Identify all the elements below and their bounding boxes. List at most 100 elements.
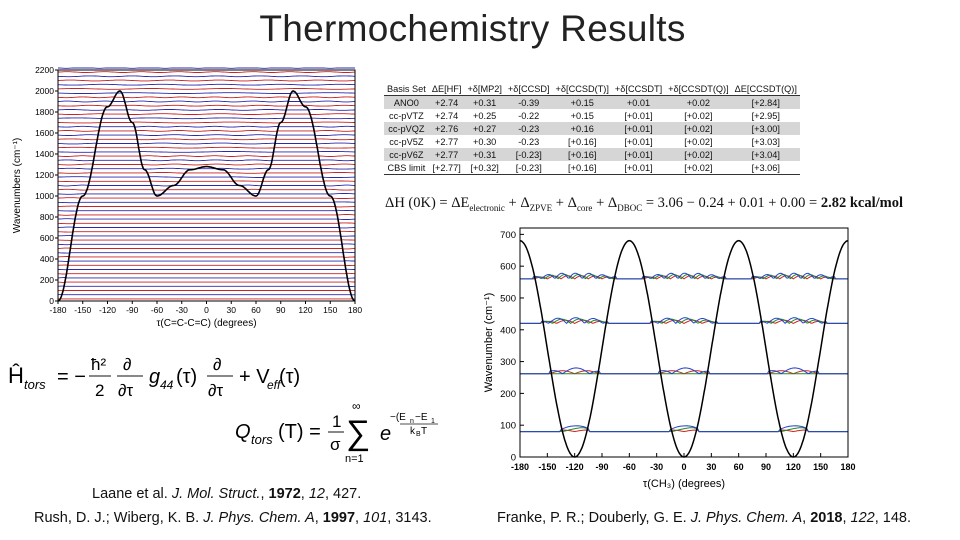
- table-header-cell: ΔE[CCSDT(Q)]: [731, 82, 800, 96]
- value-cell: [+3.03]: [751, 136, 780, 147]
- q-symbol: Q: [235, 421, 251, 443]
- energy-level-line: [57, 230, 356, 233]
- y-tick-label: 600: [40, 233, 54, 243]
- value-cell: +0.27: [464, 122, 505, 135]
- level-wavefunction: [520, 272, 848, 280]
- ref-year: 2018: [810, 510, 843, 526]
- value-cell: [+0.01]: [624, 110, 653, 121]
- g-sub: 44: [160, 378, 174, 392]
- value-cell: -0.23: [504, 122, 553, 135]
- value-cell: +0.16: [552, 122, 612, 135]
- g-arg: (τ): [176, 366, 197, 388]
- table-header-cell: ΔE[HF]: [428, 82, 465, 96]
- ref-page: , 3143.: [387, 510, 432, 526]
- y-axis-label: Wavenumbers (cm⁻¹): [12, 138, 23, 233]
- value-cell: [+0.01]: [611, 122, 666, 135]
- reference-rush: Rush, D. J.; Wiberg, K. B. J. Phys. Chem…: [34, 510, 432, 526]
- x-tick-label: -60: [151, 305, 164, 315]
- sum-bottom: n=1: [345, 453, 364, 465]
- eq-sub-zpve: ZPVE: [529, 202, 553, 213]
- y-tick-label: 2200: [35, 66, 54, 75]
- value-cell: +0.25: [473, 110, 497, 121]
- x-tick-label: 60: [734, 462, 744, 472]
- value-cell: [+3.06]: [731, 161, 800, 175]
- energy-level-line: [57, 260, 356, 262]
- table-header-cell: +δ[MP2]: [464, 82, 505, 96]
- x-tick-label: 120: [786, 462, 801, 472]
- y-tick-label: 1200: [35, 170, 54, 180]
- table-header-cell: +δ[CCSD(T)]: [552, 82, 612, 96]
- enthalpy-equation: ΔH (0K) = ΔEelectronic + ΔZPVE + Δcore +…: [385, 195, 903, 213]
- y-tick-label: 200: [40, 275, 54, 285]
- energy-level-line: [57, 222, 356, 225]
- energy-level-line: [57, 71, 356, 73]
- ref-authors: Laane et al.: [92, 486, 172, 502]
- energy-level-line: [57, 125, 356, 128]
- one: 1: [332, 412, 341, 431]
- table-header-cell: +δ[CCSD]: [504, 82, 553, 96]
- potential-curve: [57, 90, 356, 302]
- basis-set-cell: cc-pVQZ: [384, 122, 429, 135]
- ref-page: , 148.: [874, 510, 912, 526]
- energy-level-line: [58, 239, 355, 241]
- energy-level-line: [57, 163, 356, 166]
- value-cell: [-0.23]: [504, 161, 553, 175]
- partial-den-2: ∂τ: [208, 381, 223, 400]
- exp-k: k: [410, 426, 416, 437]
- sum-symbol: ∑: [346, 414, 370, 452]
- energy-level-line: [58, 209, 355, 212]
- left-torsion-chart: 0200400600800100012001400160018002000220…: [12, 66, 362, 329]
- ref-volume: 122: [850, 510, 875, 526]
- level-wavefunction: [520, 317, 848, 324]
- table-header-cell: +δ[CCSDT]: [611, 82, 666, 96]
- x-axis-label: τ(C=C-C=C) (degrees): [156, 318, 256, 329]
- ref-volume: 12: [308, 486, 325, 502]
- y-tick-label: 600: [500, 262, 516, 273]
- value-cell: [+2.95]: [751, 110, 780, 121]
- partial-den: ∂τ: [118, 381, 133, 400]
- energy-level-line: [57, 172, 356, 174]
- energy-level-line: [57, 235, 356, 237]
- value-cell: [+0.02]: [684, 136, 713, 147]
- x-tick-label: -120: [99, 305, 116, 315]
- value-cell: [-0.23]: [504, 148, 553, 161]
- value-cell: [+2.84]: [731, 95, 800, 109]
- exp-minus: −E: [415, 412, 428, 423]
- energy-level-line: [57, 96, 356, 99]
- y-tick-label: 0: [511, 453, 516, 464]
- value-cell: [+0.16]: [552, 161, 612, 175]
- table-row: cc-pVQZ +2.76 +0.27 -0.23 +0.16 [+0.01] [+0.02…: [384, 122, 800, 135]
- level-wavefunction: [520, 425, 848, 433]
- x-tick-label: -150: [74, 305, 91, 315]
- energy-level-line: [57, 188, 356, 191]
- y-axis-label: Wavenumber (cm⁻¹): [483, 293, 495, 393]
- x-axis-label: τ(CH₃) (degrees): [643, 478, 725, 490]
- y-tick-label: 1600: [35, 128, 54, 138]
- x-tick-label: -90: [126, 305, 139, 315]
- y-tick-label: 1000: [35, 191, 54, 201]
- energy-level-line: [57, 75, 356, 78]
- energy-level-line: [57, 117, 356, 120]
- y-tick-label: 0: [49, 296, 54, 306]
- y-tick-label: 1400: [35, 149, 54, 159]
- value-cell: [+0.01]: [611, 161, 666, 175]
- y-tick-label: 200: [500, 389, 516, 400]
- x-tick-label: -150: [538, 462, 556, 472]
- exp-num: −(E: [390, 412, 406, 423]
- x-tick-label: -120: [566, 462, 584, 472]
- energy-level-line: [57, 214, 356, 216]
- x-tick-label: 90: [276, 305, 286, 315]
- y-tick-label: 800: [40, 212, 54, 222]
- ref-journal: J. Mol. Struct.: [171, 486, 261, 502]
- ref-authors: Rush, D. J.; Wiberg, K. B.: [34, 510, 204, 526]
- plot-frame: [519, 227, 849, 458]
- hbar-sq: ħ²: [91, 355, 106, 374]
- value-cell: +0.01: [611, 95, 666, 109]
- y-tick-label: 1800: [35, 107, 54, 117]
- table-row: cc-pV5Z +2.77 +0.30 -0.23 [+0.16] [+0.01] [+0.…: [384, 135, 800, 148]
- value-cell: [+0.02]: [665, 161, 732, 175]
- table-header-cell: Basis Set: [384, 82, 429, 96]
- level-wavefunction: [520, 273, 848, 280]
- sigma: σ: [330, 435, 341, 454]
